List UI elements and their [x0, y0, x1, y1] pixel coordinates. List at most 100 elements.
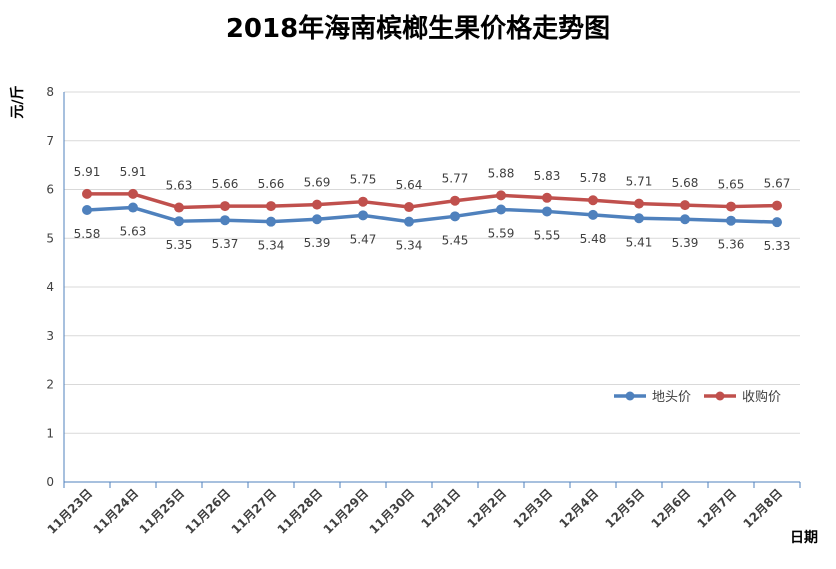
y-tick-label: 6 — [46, 183, 54, 197]
x-tick-label: 11月26日 — [183, 486, 233, 536]
legend-label: 地头价 — [652, 390, 691, 405]
data-label: 5.36 — [718, 238, 745, 252]
y-tick-label: 0 — [46, 475, 54, 489]
y-tick-label: 5 — [46, 231, 54, 245]
y-tick-label: 8 — [46, 85, 54, 99]
data-point — [174, 202, 184, 213]
x-tick-label: 12月8日 — [741, 486, 786, 531]
data-label: 5.34 — [396, 239, 423, 253]
legend-label: 收购价 — [742, 389, 781, 405]
data-label: 5.33 — [764, 239, 791, 253]
x-tick-label: 12月4日 — [557, 486, 602, 531]
data-label: 5.35 — [166, 238, 193, 252]
y-tick-label: 1 — [46, 426, 54, 440]
data-point — [588, 195, 598, 206]
data-label: 5.64 — [396, 178, 423, 192]
data-point — [404, 216, 414, 227]
data-label: 5.34 — [258, 239, 285, 253]
data-label: 5.69 — [304, 176, 331, 190]
data-label: 5.48 — [580, 232, 607, 246]
x-tick-label: 12月6日 — [649, 486, 694, 531]
x-tick-label: 12月2日 — [465, 486, 510, 531]
data-point — [82, 204, 92, 215]
y-tick-labels: 0 1 2 3 4 5 6 7 8 — [46, 85, 54, 489]
data-label: 5.77 — [442, 172, 469, 186]
y-tick-label: 2 — [46, 378, 54, 392]
data-point — [82, 188, 92, 199]
data-point — [174, 216, 184, 227]
series-line — [85, 205, 779, 224]
data-point — [680, 200, 690, 211]
data-point — [726, 215, 736, 226]
legend: 地头价 收购价 — [614, 389, 781, 405]
x-tick-label: 11月27日 — [229, 486, 279, 536]
series-line — [85, 192, 779, 210]
x-tick-label: 12月7日 — [695, 486, 740, 531]
data-point — [634, 213, 644, 224]
data-point — [128, 188, 138, 199]
data-label: 5.63 — [166, 179, 193, 193]
data-point — [312, 214, 322, 225]
data-point — [266, 201, 276, 212]
x-tick-label: 11月29日 — [321, 486, 371, 536]
chart-title: 2018年海南槟榔生果价格走势图 — [225, 14, 611, 44]
x-tick-labels: 11月23日11月24日11月25日11月26日11月27日11月28日11月2… — [45, 486, 785, 536]
legend-marker — [715, 391, 725, 401]
x-tick-label: 11月28日 — [275, 486, 325, 536]
x-tick-label: 11月30日 — [367, 486, 417, 536]
legend-marker — [625, 391, 635, 401]
x-tick-label: 11月24日 — [91, 486, 141, 536]
data-label: 5.66 — [212, 177, 239, 191]
data-label: 5.47 — [350, 232, 377, 246]
data-label: 5.75 — [350, 173, 377, 187]
data-label: 5.39 — [304, 236, 331, 250]
x-axis-label: 日期 — [790, 530, 818, 546]
data-label: 5.91 — [120, 165, 147, 179]
x-tick-label: 11月23日 — [45, 486, 95, 536]
data-label: 5.83 — [534, 169, 561, 183]
data-label: 5.88 — [488, 166, 515, 180]
x-tick-label: 12月1日 — [419, 486, 464, 531]
x-tick-label: 12月5日 — [603, 486, 648, 531]
data-point — [542, 206, 552, 217]
data-label: 5.59 — [488, 226, 515, 240]
data-label: 5.41 — [626, 235, 653, 249]
data-label: 5.66 — [258, 177, 285, 191]
data-point — [496, 204, 506, 215]
data-point — [220, 201, 230, 212]
y-tick-label: 3 — [46, 329, 54, 343]
data-label: 5.67 — [764, 177, 791, 191]
data-point — [220, 215, 230, 226]
data-label: 5.58 — [74, 227, 101, 241]
data-point — [680, 214, 690, 225]
series-lines — [82, 188, 782, 228]
data-point — [450, 211, 460, 222]
data-label: 5.71 — [626, 175, 653, 189]
data-label: 5.78 — [580, 171, 607, 185]
data-point — [358, 210, 368, 221]
y-tick-label: 4 — [46, 280, 54, 294]
data-point — [450, 195, 460, 206]
y-tick-label: 7 — [46, 134, 54, 148]
data-point — [542, 192, 552, 203]
data-point — [128, 202, 138, 213]
data-labels: 5.58 5.63 5.35 5.37 5.34 5.39 5.47 5.34 5.45 5.59… — [74, 165, 791, 253]
data-point — [358, 196, 368, 207]
data-point — [588, 209, 598, 220]
data-label: 5.68 — [672, 176, 699, 190]
data-point — [496, 190, 506, 201]
data-label: 5.91 — [74, 165, 101, 179]
axes — [63, 92, 801, 488]
x-tick-label: 12月3日 — [511, 486, 556, 531]
data-point — [266, 216, 276, 227]
data-point — [312, 199, 322, 210]
data-point — [772, 217, 782, 228]
data-label: 5.63 — [120, 225, 147, 239]
data-label: 5.45 — [442, 233, 469, 247]
data-label: 5.39 — [672, 236, 699, 250]
gridlines — [64, 91, 800, 434]
data-label: 5.55 — [534, 228, 561, 242]
data-point — [404, 202, 414, 213]
data-label: 5.65 — [718, 178, 745, 192]
